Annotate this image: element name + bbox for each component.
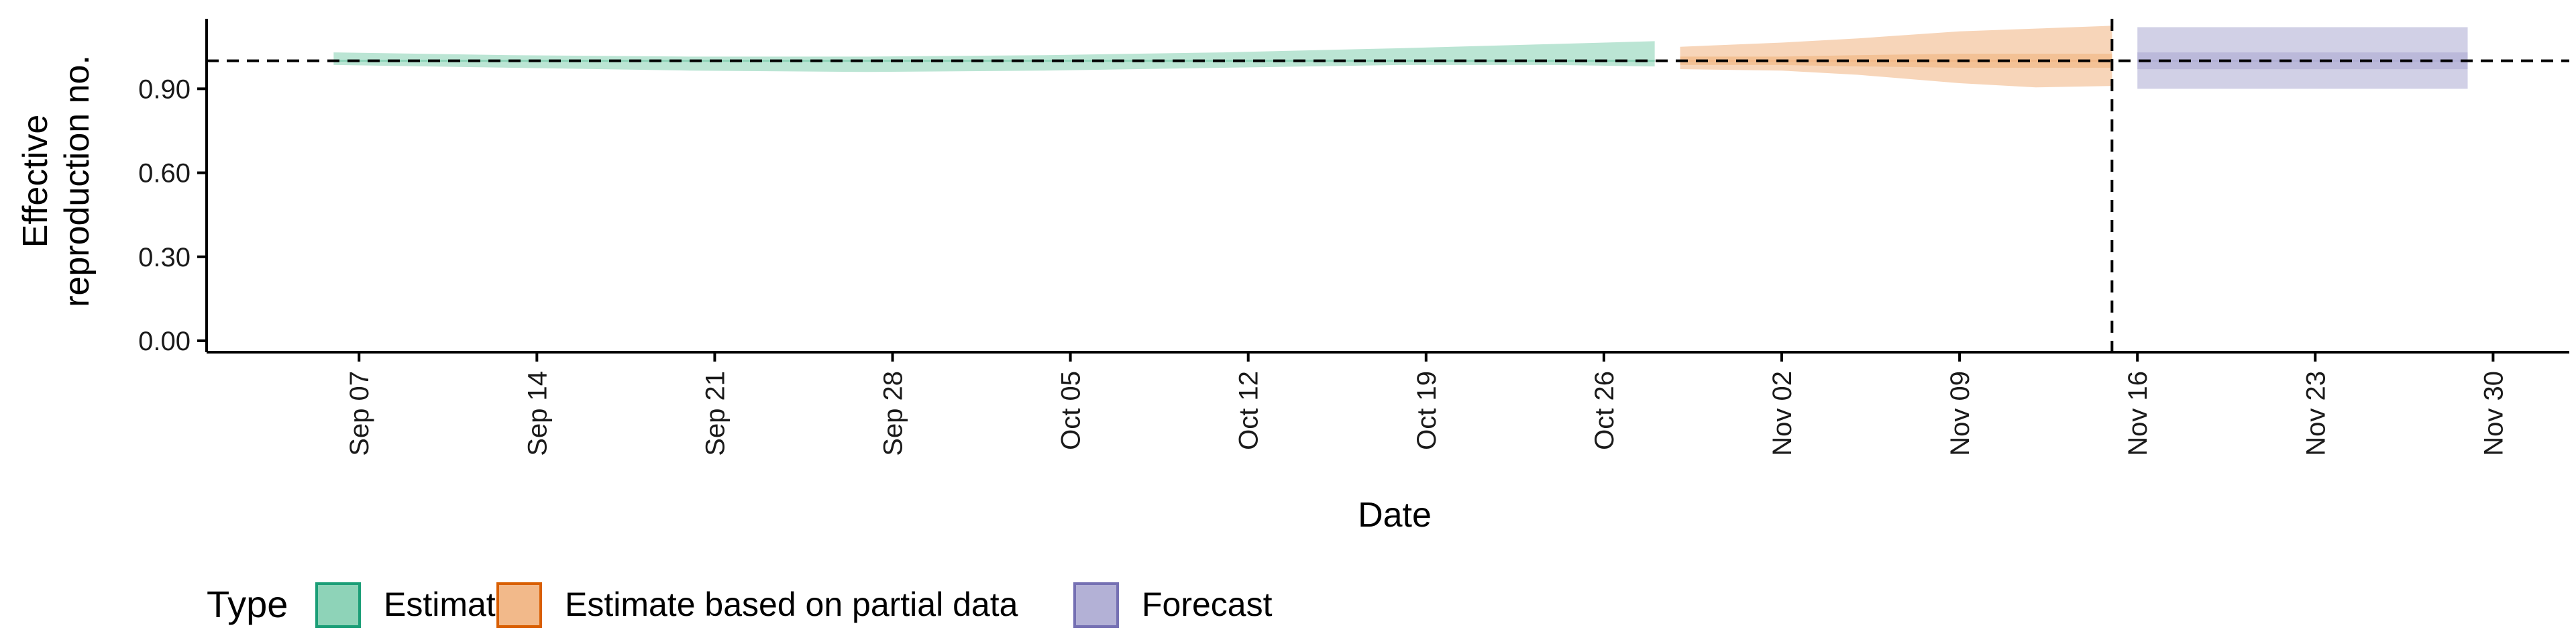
- uncertainty-bands: [333, 25, 2468, 89]
- legend-title: Type: [207, 583, 288, 625]
- legend-label-1: Estimate based on partial data: [565, 586, 1018, 623]
- x-tick-label: Oct 12: [1234, 371, 1264, 450]
- y-axis-title-line: Effective: [16, 115, 55, 248]
- band-outer-0: [333, 41, 1655, 72]
- y-axis-title-line: reproduction no.: [58, 55, 97, 307]
- y-axis-ticks: 0.00 0.30 0.60 0.90: [138, 74, 207, 356]
- x-tick-label: Oct 05: [1057, 371, 1086, 450]
- x-tick-label: Sep 21: [700, 371, 730, 456]
- y-tick-label: 0.30: [138, 243, 191, 272]
- legend-key-1: [496, 582, 542, 628]
- x-tick-label: Nov 02: [1768, 371, 1797, 456]
- x-tick-label: Sep 14: [523, 371, 552, 456]
- legend-key-2: [1073, 582, 1119, 628]
- x-tick-label: Nov 23: [2301, 371, 2330, 456]
- x-axis-ticks: Sep 07 Sep 14 Sep 21 Sep 28 Oct 05 Oct 12 Oct …: [345, 352, 2508, 456]
- x-tick-label: Sep 28: [879, 371, 908, 456]
- y-axis-title: Effectivereproduction no.: [16, 55, 97, 307]
- y-tick-label: 0.00: [138, 327, 191, 356]
- legend-label-0: Estimate: [384, 586, 515, 623]
- legend-key-0: [315, 582, 361, 628]
- legend-label-2: Forecast: [1142, 586, 1273, 623]
- x-tick-label: Nov 09: [1945, 371, 1975, 456]
- x-axis-title: Date: [1358, 496, 1432, 535]
- y-tick-label: 0.90: [138, 74, 191, 104]
- x-tick-label: Nov 30: [2479, 371, 2508, 456]
- x-tick-label: Nov 16: [2123, 371, 2153, 456]
- x-tick-label: Oct 26: [1590, 371, 1619, 450]
- x-tick-label: Oct 19: [1412, 371, 1442, 450]
- y-tick-label: 0.60: [138, 159, 191, 189]
- x-tick-label: Sep 07: [345, 371, 374, 456]
- legend: Type Estimate Estimate based on partial da…: [207, 582, 1273, 628]
